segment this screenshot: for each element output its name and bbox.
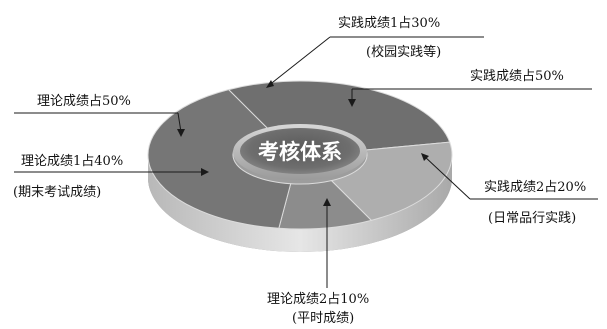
practice-1-note: (校园实践等) <box>366 44 441 60</box>
donut-segments <box>147 80 453 230</box>
practice-2-arrow-line <box>423 155 471 200</box>
practice-1-label: 实践成绩1占30% <box>338 16 440 31</box>
practice-2-arrowhead <box>421 153 429 161</box>
theory-total-arrow-line <box>177 112 182 133</box>
theory-total-label: 理论成绩占50% <box>37 94 131 109</box>
practice-2-note: (日常品行实践) <box>488 211 576 226</box>
segment-theory-1 <box>147 89 292 229</box>
practice-1-arrow-line <box>267 36 331 87</box>
theory-total-arrowhead <box>177 129 185 137</box>
theory-2-arrowhead <box>323 198 331 206</box>
center-title: 考核体系 <box>258 140 342 164</box>
segment-practice-2 <box>330 141 453 221</box>
practice-1-arrowhead <box>266 80 274 88</box>
theory-1-label: 理论成绩1占40% <box>21 154 123 169</box>
practice-2-label: 实践成绩2占20% <box>484 180 586 195</box>
theory-2-note: (平时成绩) <box>292 311 354 326</box>
leader-lines <box>14 36 598 288</box>
theory-1-arrowhead <box>201 168 209 176</box>
practice-total-arrowhead <box>348 99 356 107</box>
theory-2-label: 理论成绩2占10% <box>267 292 369 307</box>
donut-hole <box>233 124 367 180</box>
practice-total-label: 实践成绩占50% <box>470 69 564 84</box>
arrowheads <box>177 80 429 206</box>
theory-1-note: (期末考试成绩) <box>13 185 101 200</box>
